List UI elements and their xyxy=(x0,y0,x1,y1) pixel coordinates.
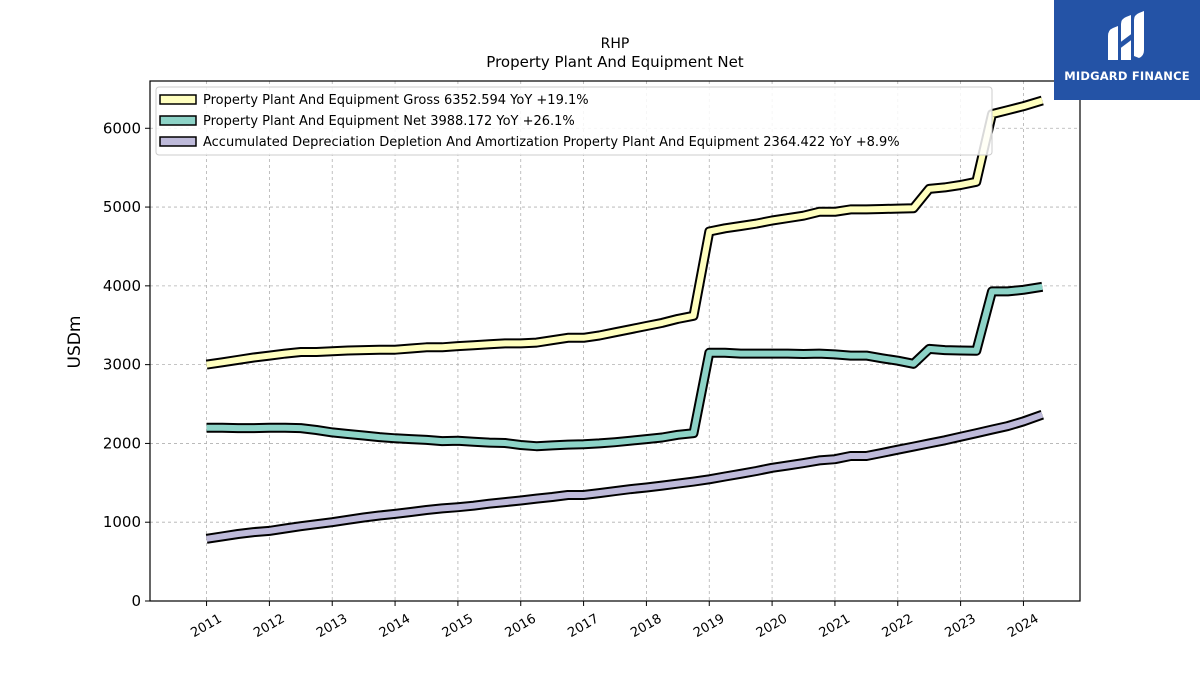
y-axis-label: USDm xyxy=(65,316,85,369)
chart-subtitle: Property Plant And Equipment Net xyxy=(486,53,743,71)
x-tick-label: 2012 xyxy=(251,611,287,641)
legend-entry-net: Property Plant And Equipment Net 3988.17… xyxy=(159,114,575,129)
y-tick-label: 3000 xyxy=(103,356,141,374)
brand-logo: MIDGARD FINANCE xyxy=(1054,0,1200,100)
x-tick-label: 2019 xyxy=(691,611,727,641)
brand-name: MIDGARD FINANCE xyxy=(1064,69,1190,83)
x-tick-label: 2017 xyxy=(565,611,601,641)
legend: Property Plant And Equipment Gross 6352.… xyxy=(155,86,993,156)
series-line-net xyxy=(206,283,1043,450)
y-tick-label: 4000 xyxy=(103,277,141,295)
x-tick-label: 2021 xyxy=(817,611,853,641)
x-tick-label: 2020 xyxy=(754,611,790,641)
legend-box xyxy=(155,86,993,156)
legend-swatch-net xyxy=(159,115,197,126)
y-tick-label: 5000 xyxy=(103,198,141,216)
x-tick-label: 2016 xyxy=(503,611,539,641)
x-tick-label: 2014 xyxy=(377,611,413,641)
x-tick-label: 2023 xyxy=(942,611,978,641)
y-tick-label: 6000 xyxy=(103,119,141,137)
y-tick-label: 2000 xyxy=(103,434,141,452)
midgard-logo-icon xyxy=(1108,11,1144,60)
x-tick-label: 2018 xyxy=(628,611,664,641)
legend-swatch-gross xyxy=(159,94,197,105)
x-tick-label: 2024 xyxy=(1005,611,1041,641)
plot-frame xyxy=(149,80,1081,602)
x-tick-label: 2015 xyxy=(440,611,476,641)
x-tick-label: 2011 xyxy=(188,611,224,641)
y-tick-label: 1000 xyxy=(103,513,141,531)
series-line-depreciation xyxy=(206,411,1044,542)
series-lines xyxy=(205,95,1044,544)
legend-label-net: Property Plant And Equipment Net 3988.17… xyxy=(203,114,575,129)
legend-entry-depreciation: Accumulated Depreciation Depletion And A… xyxy=(159,135,900,150)
axis-ticks: 0 1000 2000 3000 4000 5000 6000 2011 2012 2013 201… xyxy=(103,119,1042,641)
x-tick-label: 2013 xyxy=(314,611,350,641)
series-line-gross xyxy=(206,97,1044,368)
legend-label-gross: Property Plant And Equipment Gross 6352.… xyxy=(203,93,589,108)
legend-entry-gross: Property Plant And Equipment Gross 6352.… xyxy=(159,93,589,108)
legend-label-depreciation: Accumulated Depreciation Depletion And A… xyxy=(203,135,900,150)
x-tick-label: 2022 xyxy=(880,611,916,641)
y-tick-label: 0 xyxy=(131,592,141,610)
chart-title: RHP xyxy=(601,36,630,52)
legend-swatch-depreciation xyxy=(159,136,197,147)
